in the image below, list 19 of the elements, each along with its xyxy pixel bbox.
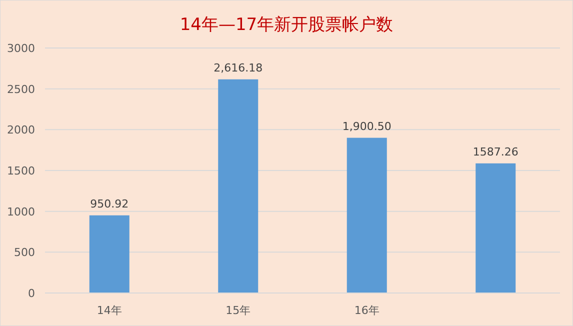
bar [218,79,258,293]
x-tick-label: 14年 [96,304,122,317]
chart-title: 14年—17年新开股票帐户数 [180,15,394,35]
bar [476,163,516,293]
y-tick-label: 1500 [7,164,35,178]
y-tick-label: 3000 [7,42,35,55]
x-tick-label: 15年 [226,304,251,317]
y-tick-label: 0 [28,287,35,300]
y-tick-label: 1000 [7,205,35,218]
x-tick-label: 16年 [354,304,380,317]
y-tick-label: 2000 [7,124,35,137]
bar [89,215,130,293]
bar [346,138,387,293]
data-label: 1,900.50 [342,120,392,133]
data-label: 2,616.18 [214,61,263,74]
data-label: 950.92 [90,197,129,210]
data-label: 1587.26 [472,145,518,158]
y-tick-label: 500 [14,246,35,260]
y-tick-label: 2500 [7,82,35,96]
